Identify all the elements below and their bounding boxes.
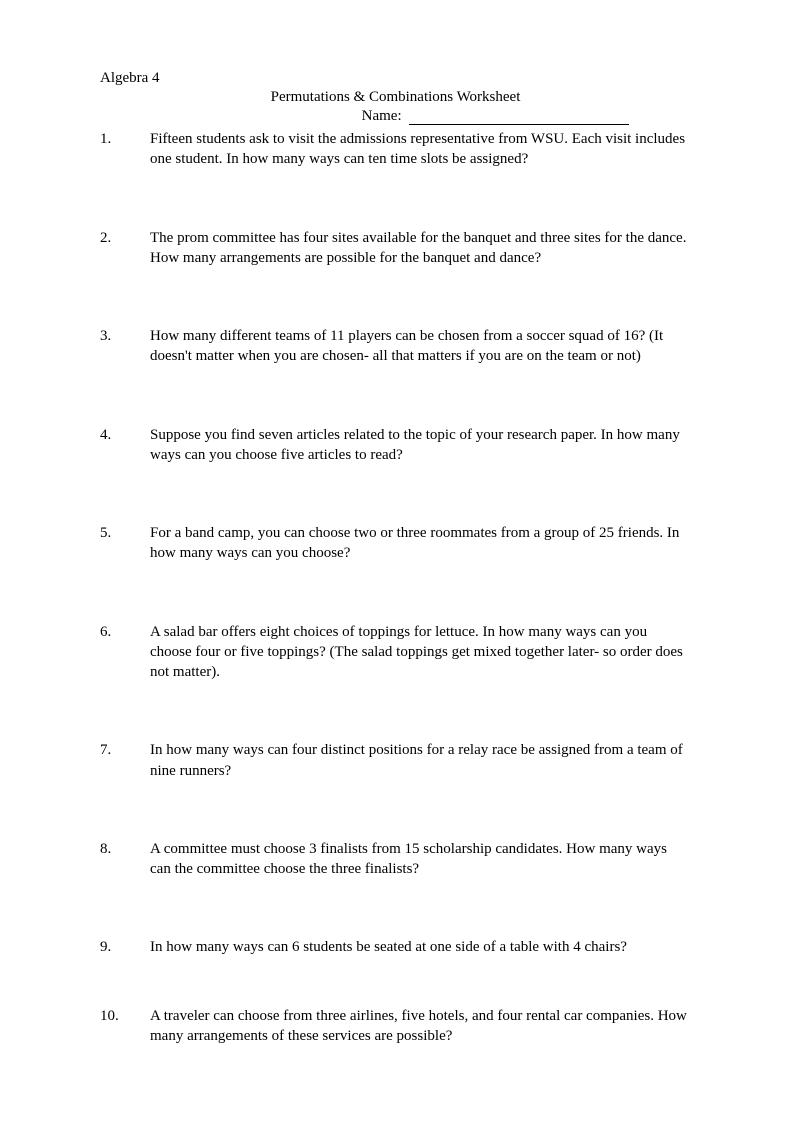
question-number: 3.: [100, 326, 150, 367]
question-text: In how many ways can four distinct posit…: [150, 740, 691, 781]
question-item: 10. A traveler can choose from three air…: [100, 1006, 691, 1047]
question-number: 4.: [100, 425, 150, 466]
question-item: 4. Suppose you find seven articles relat…: [100, 425, 691, 466]
question-number: 2.: [100, 228, 150, 269]
question-text: The prom committee has four sites availa…: [150, 228, 691, 269]
question-item: 5. For a band camp, you can choose two o…: [100, 523, 691, 564]
question-number: 6.: [100, 622, 150, 683]
name-line: Name:: [100, 108, 691, 125]
name-blank[interactable]: [409, 124, 629, 125]
question-text: For a band camp, you can choose two or t…: [150, 523, 691, 564]
question-item: 8. A committee must choose 3 finalists f…: [100, 839, 691, 880]
question-number: 7.: [100, 740, 150, 781]
question-text: A committee must choose 3 finalists from…: [150, 839, 691, 880]
course-name: Algebra 4: [100, 70, 691, 87]
question-text: In how many ways can 6 students be seate…: [150, 937, 691, 957]
question-item: 6. A salad bar offers eight choices of t…: [100, 622, 691, 683]
question-number: 5.: [100, 523, 150, 564]
question-text: A salad bar offers eight choices of topp…: [150, 622, 691, 683]
question-item: 1. Fifteen students ask to visit the adm…: [100, 129, 691, 170]
question-item: 3. How many different teams of 11 player…: [100, 326, 691, 367]
question-number: 10.: [100, 1006, 150, 1047]
question-number: 8.: [100, 839, 150, 880]
question-text: Fifteen students ask to visit the admiss…: [150, 129, 691, 170]
worksheet-page: Algebra 4 Permutations & Combinations Wo…: [0, 0, 791, 1126]
name-label: Name:: [362, 108, 402, 124]
worksheet-title: Permutations & Combinations Worksheet: [100, 89, 691, 106]
question-text: A traveler can choose from three airline…: [150, 1006, 691, 1047]
question-number: 1.: [100, 129, 150, 170]
question-item: 9. In how many ways can 6 students be se…: [100, 937, 691, 957]
question-item: 2. The prom committee has four sites ava…: [100, 228, 691, 269]
question-item: 7. In how many ways can four distinct po…: [100, 740, 691, 781]
question-text: How many different teams of 11 players c…: [150, 326, 691, 367]
question-number: 9.: [100, 937, 150, 957]
question-text: Suppose you find seven articles related …: [150, 425, 691, 466]
